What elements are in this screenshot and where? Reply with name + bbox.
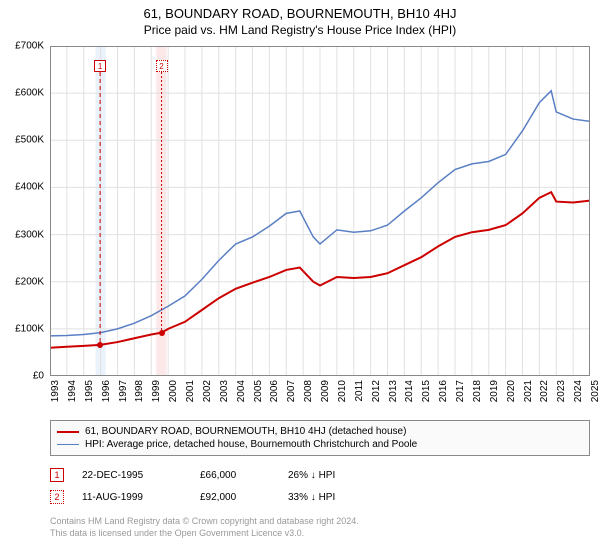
- legend-swatch: [57, 444, 79, 445]
- legend-item: 61, BOUNDARY ROAD, BOURNEMOUTH, BH10 4HJ…: [57, 425, 583, 438]
- ytick-label: £100K: [15, 323, 44, 334]
- ytick-label: £600K: [15, 88, 44, 99]
- event-marker: 2: [50, 490, 64, 504]
- xtick-label: 2015: [421, 380, 432, 402]
- xtick-label: 2019: [489, 380, 500, 402]
- xtick-label: 2008: [303, 380, 314, 402]
- xtick-label: 1997: [118, 380, 129, 402]
- ytick-label: £300K: [15, 229, 44, 240]
- xtick-label: 2001: [185, 380, 196, 402]
- xtick-label: 2012: [371, 380, 382, 402]
- xtick-label: 2023: [556, 380, 567, 402]
- xtick-label: 1996: [101, 380, 112, 402]
- xtick-label: 2016: [438, 380, 449, 402]
- page-title: 61, BOUNDARY ROAD, BOURNEMOUTH, BH10 4HJ: [0, 0, 600, 21]
- xtick-label: 2009: [320, 380, 331, 402]
- xtick-label: 2022: [539, 380, 550, 402]
- event-price: £92,000: [200, 492, 270, 503]
- events-table: 1 22-DEC-1995 £66,000 26% ↓ HPI 2 11-AUG-1999…: [50, 464, 590, 508]
- xtick-label: 2020: [506, 380, 517, 402]
- xtick-label: 2000: [168, 380, 179, 402]
- event-row: 1 22-DEC-1995 £66,000 26% ↓ HPI: [50, 464, 590, 486]
- legend-swatch: [57, 431, 79, 433]
- xtick-label: 2003: [219, 380, 230, 402]
- xtick-label: 2004: [236, 380, 247, 402]
- xtick-label: 2002: [202, 380, 213, 402]
- xtick-label: 2025: [590, 380, 600, 402]
- event-price: £66,000: [200, 470, 270, 481]
- chart-event-marker: 2: [156, 60, 168, 72]
- event-date: 11-AUG-1999: [82, 492, 182, 503]
- xtick-label: 2011: [354, 380, 365, 402]
- legend: 61, BOUNDARY ROAD, BOURNEMOUTH, BH10 4HJ…: [50, 420, 590, 456]
- xtick-label: 2010: [337, 380, 348, 402]
- xtick-label: 2017: [455, 380, 466, 402]
- xtick-label: 2014: [404, 380, 415, 402]
- page-subtitle: Price paid vs. HM Land Registry's House …: [0, 21, 600, 43]
- xtick-label: 2005: [253, 380, 264, 402]
- xtick-label: 1999: [151, 380, 162, 402]
- xtick-label: 1994: [67, 380, 78, 402]
- xtick-label: 2018: [472, 380, 483, 402]
- event-date: 22-DEC-1995: [82, 470, 182, 481]
- chart-event-dot: [159, 330, 165, 336]
- ytick-label: £200K: [15, 276, 44, 287]
- xtick-label: 2021: [523, 380, 534, 402]
- event-delta: 26% ↓ HPI: [288, 470, 378, 481]
- license-text: Contains HM Land Registry data © Crown c…: [50, 516, 590, 539]
- event-row: 2 11-AUG-1999 £92,000 33% ↓ HPI: [50, 486, 590, 508]
- legend-item: HPI: Average price, detached house, Bour…: [57, 438, 583, 451]
- event-marker: 1: [50, 468, 64, 482]
- ytick-label: £500K: [15, 135, 44, 146]
- chart: £0£100K£200K£300K£400K£500K£600K£700K199…: [50, 46, 590, 376]
- ytick-label: £0: [33, 371, 44, 382]
- xtick-label: 2024: [573, 380, 584, 402]
- ytick-label: £700K: [15, 41, 44, 52]
- license-line-2: This data is licensed under the Open Gov…: [50, 528, 590, 540]
- event-delta: 33% ↓ HPI: [288, 492, 378, 503]
- xtick-label: 1993: [50, 380, 61, 402]
- legend-label: 61, BOUNDARY ROAD, BOURNEMOUTH, BH10 4HJ…: [85, 426, 406, 437]
- xtick-label: 2006: [269, 380, 280, 402]
- legend-label: HPI: Average price, detached house, Bour…: [85, 439, 417, 450]
- xtick-label: 2013: [388, 380, 399, 402]
- chart-event-marker: 1: [94, 60, 106, 72]
- chart-border: [50, 46, 590, 376]
- license-line-1: Contains HM Land Registry data © Crown c…: [50, 516, 590, 528]
- xtick-label: 2007: [286, 380, 297, 402]
- xtick-label: 1995: [84, 380, 95, 402]
- xtick-label: 1998: [134, 380, 145, 402]
- ytick-label: £400K: [15, 182, 44, 193]
- chart-event-dot: [97, 342, 103, 348]
